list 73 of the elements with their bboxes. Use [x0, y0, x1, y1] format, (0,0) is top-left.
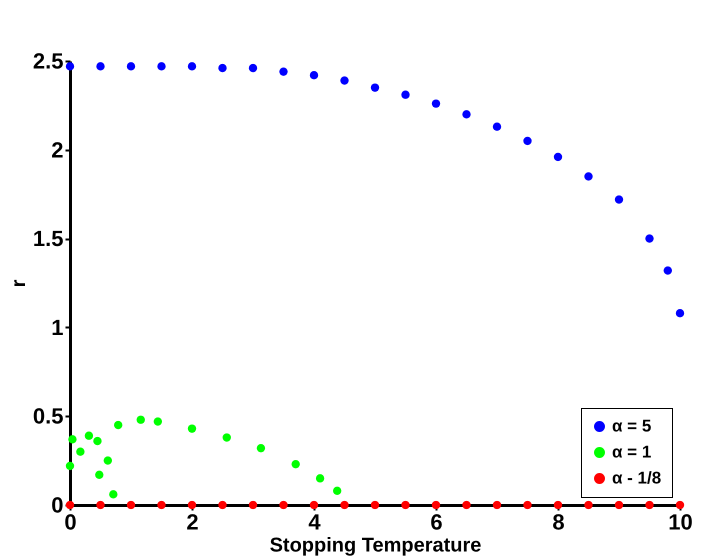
point — [84, 432, 94, 440]
point — [614, 500, 624, 510]
point — [432, 99, 440, 108]
point — [256, 444, 266, 452]
point — [157, 62, 166, 71]
y-tick-label: 2.5 — [32, 48, 64, 74]
point — [554, 500, 562, 510]
x-tick-label: 8 — [552, 510, 565, 534]
point — [316, 474, 324, 483]
point — [188, 500, 196, 510]
point — [310, 500, 318, 510]
point — [432, 500, 440, 510]
point — [76, 448, 85, 456]
x-tick-label: 6 — [430, 510, 443, 534]
point — [645, 234, 654, 243]
point — [310, 71, 318, 80]
point — [645, 500, 654, 510]
point — [401, 90, 410, 99]
y-tick-label: 0 — [51, 492, 64, 518]
point — [584, 172, 593, 181]
point — [68, 435, 77, 444]
point — [96, 500, 105, 510]
point — [93, 436, 102, 446]
x-tick-label: 2 — [186, 510, 199, 534]
point — [584, 500, 593, 510]
point — [279, 500, 288, 510]
point — [66, 462, 74, 470]
legend-label: α = 1 — [612, 442, 652, 462]
point — [332, 486, 342, 495]
point — [279, 67, 288, 76]
point — [95, 470, 104, 479]
point — [109, 490, 118, 499]
point — [462, 110, 471, 118]
point — [96, 62, 105, 71]
y-axis-title: r — [8, 279, 30, 288]
y-tick-label: 1.5 — [32, 226, 64, 252]
point — [104, 456, 112, 465]
point — [218, 64, 227, 72]
x-axis-title: Stopping Temperature — [270, 534, 482, 556]
point — [492, 500, 502, 510]
y-tick-label: 2 — [51, 137, 64, 162]
point — [676, 309, 684, 318]
point — [136, 416, 145, 424]
x-tick-label: 10 — [668, 510, 693, 534]
point — [218, 500, 227, 510]
point — [523, 500, 532, 510]
point — [126, 62, 136, 71]
point — [370, 83, 380, 92]
point — [126, 500, 136, 510]
point — [614, 195, 624, 204]
legend-label: α - 1/8 — [612, 468, 662, 488]
point — [188, 62, 196, 71]
point — [370, 500, 380, 510]
point — [462, 500, 471, 510]
point — [340, 500, 349, 510]
point — [248, 500, 258, 510]
y-tick-label: 1 — [51, 314, 64, 340]
legend-label: α = 5 — [612, 416, 652, 436]
point — [401, 500, 410, 510]
point — [154, 417, 162, 426]
point — [664, 266, 672, 275]
x-tick-label: 4 — [308, 510, 322, 534]
point — [492, 122, 502, 131]
point — [157, 500, 166, 510]
point — [523, 136, 532, 146]
point — [554, 152, 562, 162]
point — [248, 64, 258, 72]
point — [222, 433, 231, 442]
y-tick-label: 0.5 — [32, 404, 64, 429]
point — [292, 460, 300, 468]
point — [188, 424, 196, 433]
point — [114, 420, 122, 430]
point — [340, 76, 349, 85]
